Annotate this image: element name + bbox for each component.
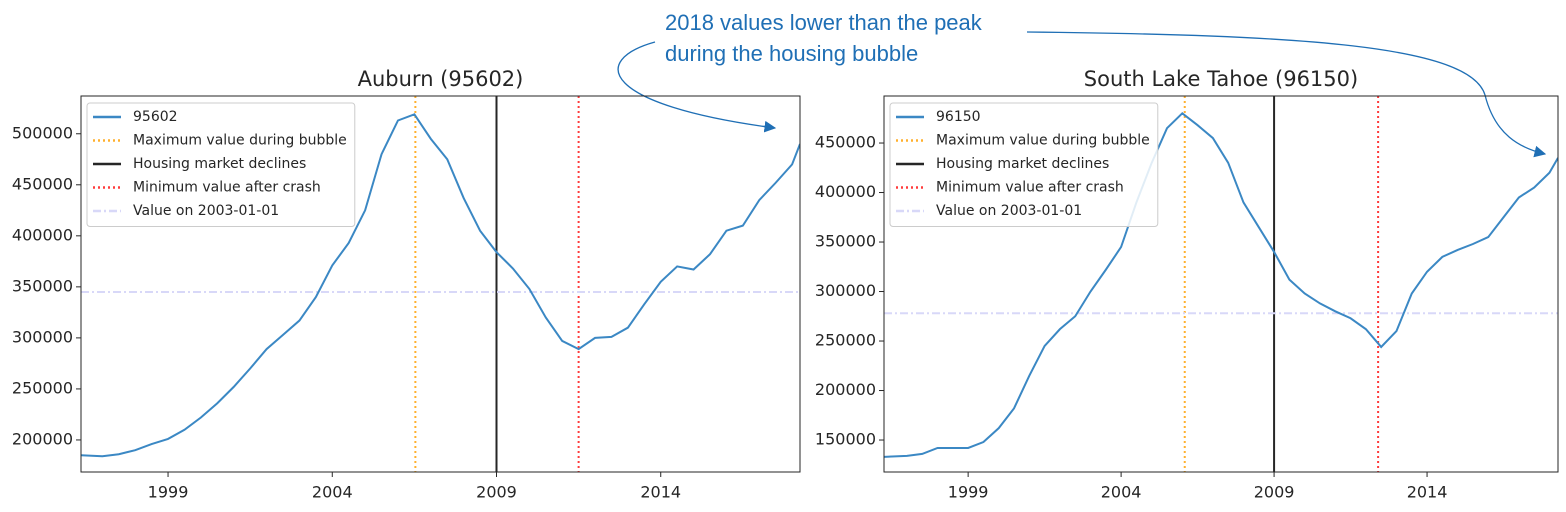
series-line [81, 113, 800, 458]
legend-label: Housing market declines [936, 156, 1109, 172]
x-tick-label: 2014 [640, 483, 681, 502]
annotation-arrow [1026, 31, 1547, 158]
x-tick-label: 2009 [476, 483, 517, 502]
annotation-line: during the housing bubble [665, 41, 918, 66]
plot-frame [80, 95, 801, 473]
x-tick-label: 2004 [1101, 483, 1142, 502]
y-tick-label: 300000 [12, 327, 73, 346]
y-tick-label: 350000 [12, 276, 73, 295]
y-tick-label: 350000 [815, 232, 876, 251]
y-tick-label: 250000 [815, 331, 876, 350]
y-tick-label: 500000 [12, 123, 73, 142]
legend-label: Maximum value during bubble [936, 133, 1150, 149]
legend-frame [86, 102, 356, 227]
legend: 96150 Maximum value during bubble Housing … [889, 102, 1159, 227]
legend-label: Value on 2003-01-01 [936, 203, 1082, 219]
y-tick-label: 450000 [815, 133, 876, 152]
legend-label: 96150 [936, 109, 981, 125]
annotation-arrow [617, 41, 777, 133]
y-tick-label: 200000 [815, 380, 876, 399]
y-tick-label: 150000 [815, 430, 876, 449]
chart-title: South Lake Tahoe (96150) [1084, 67, 1358, 91]
y-tick-label: 450000 [12, 174, 73, 193]
plot-area [884, 96, 1558, 472]
legend-label: 95602 [133, 109, 178, 125]
legend-label: Minimum value after crash [936, 180, 1124, 196]
chart-title: Auburn (95602) [358, 67, 524, 91]
x-tick-label: 2009 [1254, 483, 1295, 502]
legend-label: Housing market declines [133, 156, 306, 172]
x-tick-label: 2014 [1407, 483, 1448, 502]
annotation-line: 2018 values lower than the peak [665, 10, 983, 35]
series-line [884, 112, 1558, 458]
legend: 95602 Maximum value during bubble Housing … [86, 102, 356, 227]
legend-label: Value on 2003-01-01 [133, 203, 279, 219]
legend-frame [889, 102, 1159, 227]
legend-label: Maximum value during bubble [133, 133, 347, 149]
x-tick-label: 1999 [148, 483, 189, 502]
y-tick-label: 250000 [12, 378, 73, 397]
x-tick-label: 2004 [312, 483, 353, 502]
y-tick-label: 400000 [815, 182, 876, 201]
y-tick-label: 400000 [12, 225, 73, 244]
x-tick-label: 1999 [948, 483, 989, 502]
legend-label: Minimum value after crash [133, 180, 321, 196]
plot-area [81, 96, 800, 472]
y-tick-label: 200000 [12, 429, 73, 448]
y-tick-label: 300000 [815, 281, 876, 300]
plot-frame [883, 95, 1559, 473]
